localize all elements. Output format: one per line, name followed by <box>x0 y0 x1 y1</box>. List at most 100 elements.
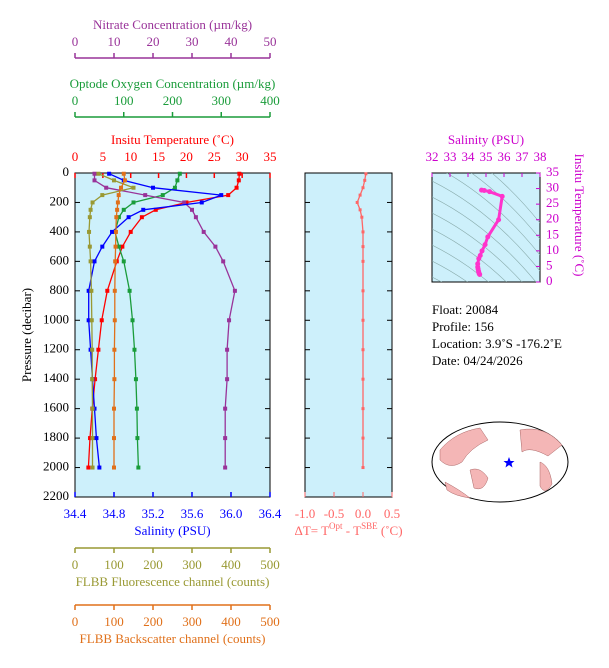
profile-point <box>120 244 125 249</box>
profile-point <box>128 229 133 234</box>
profile-point <box>153 207 158 212</box>
profile-point <box>90 377 95 382</box>
ts-point <box>476 256 482 262</box>
x-tick-label: 34 <box>462 149 476 164</box>
x-tick-label: 0 <box>72 614 79 629</box>
x-tick-label: 33 <box>444 149 457 164</box>
profile-point <box>126 215 131 220</box>
x-tick-label: 20 <box>180 149 193 164</box>
profile-point <box>177 171 182 176</box>
x-tick-label: 0 <box>72 34 79 49</box>
profile-point <box>355 200 359 204</box>
density-contour <box>432 260 468 282</box>
profile-point <box>141 207 146 212</box>
x-tick-label: -0.5 <box>324 506 345 521</box>
profile-point <box>232 288 237 293</box>
x-tick-label: 100 <box>114 93 134 108</box>
y-tick-label: 1000 <box>43 311 69 326</box>
profile-point <box>90 465 95 470</box>
x-tick-label: 25 <box>208 149 221 164</box>
profile-point <box>110 229 115 234</box>
plot-area <box>304 172 393 498</box>
x-tick-label: 20 <box>147 34 160 49</box>
profile-point <box>92 178 97 183</box>
axis-title: ΔT= TOpt - TSBE (˚C) <box>294 521 402 538</box>
profile-point <box>112 178 116 183</box>
y-tick-label: 1200 <box>43 341 69 356</box>
profile-point <box>104 185 109 190</box>
x-tick-label: 200 <box>143 557 163 572</box>
y-tick-label: 5 <box>546 257 553 272</box>
profile-point <box>223 465 228 470</box>
profile-point <box>361 245 365 249</box>
float-info: Date: 04/24/2026 <box>432 353 523 368</box>
profile-point <box>100 193 105 198</box>
profile-point <box>90 347 95 352</box>
density-contour <box>432 180 540 272</box>
profile-point <box>361 186 365 190</box>
profile-point <box>364 172 368 176</box>
y-tick-label: 2200 <box>43 488 69 503</box>
profile-point <box>143 193 148 198</box>
float-info: Profile: 156 <box>432 319 494 334</box>
density-contour <box>432 228 507 282</box>
profile-point <box>363 178 367 182</box>
x-tick-label: 30 <box>186 34 199 49</box>
y-tick-label: 0 <box>63 164 70 179</box>
profile-point <box>89 288 94 293</box>
y-tick-label: 30 <box>546 180 559 195</box>
profile-point <box>360 215 364 219</box>
profile-point <box>113 229 118 234</box>
y-tick-label: 35 <box>546 164 559 179</box>
x-tick-label: 10 <box>124 149 137 164</box>
x-tick-label: 200 <box>163 93 183 108</box>
profile-point <box>221 259 226 264</box>
density-contour <box>432 244 489 282</box>
profile-point <box>90 406 95 411</box>
profile-point <box>236 178 241 183</box>
ts-point <box>481 187 487 193</box>
x-tick-label: 35 <box>264 149 277 164</box>
ts-point <box>479 248 485 254</box>
x-tick-label: 34.8 <box>103 506 126 521</box>
profile-point <box>358 193 362 197</box>
profile-point <box>175 178 180 183</box>
profile-point <box>237 171 242 176</box>
x-tick-label: 35.6 <box>181 506 204 521</box>
profile-point <box>361 259 365 263</box>
profile-point <box>88 436 93 441</box>
profile-point <box>361 348 365 352</box>
profile-point <box>121 171 126 176</box>
x-tick-label: 10 <box>108 34 121 49</box>
profile-point <box>87 215 92 220</box>
float-info: Location: 3.9˚S -176.2˚E <box>432 336 562 351</box>
profile-point <box>131 200 136 205</box>
x-tick-label: 400 <box>221 614 241 629</box>
x-tick-label: 35.2 <box>142 506 165 521</box>
x-tick-label: 0 <box>72 93 79 108</box>
profile-point <box>112 436 116 441</box>
y-tick-label: 2000 <box>43 459 69 474</box>
x-tick-label: 36 <box>498 149 512 164</box>
x-tick-label: 36.0 <box>220 506 243 521</box>
profile-point <box>130 318 135 323</box>
profile-point <box>116 193 121 198</box>
profile-point <box>160 193 165 198</box>
x-tick-label: 300 <box>182 614 202 629</box>
x-tick-label: 50 <box>264 34 277 49</box>
profile-point <box>361 407 365 411</box>
profile-point <box>90 436 95 441</box>
profile-point <box>190 207 194 212</box>
ts-point <box>482 242 488 248</box>
profile-point <box>115 207 120 212</box>
ts-point <box>477 272 483 278</box>
profile-point <box>88 207 93 212</box>
density-contour <box>471 173 540 240</box>
axis-title-part: ΔT= T <box>294 523 329 538</box>
profile-point <box>87 229 92 234</box>
land <box>439 427 489 466</box>
y-tick-label: 25 <box>546 195 559 210</box>
profile-point <box>151 185 155 190</box>
x-tick-label: 0.0 <box>355 506 371 521</box>
